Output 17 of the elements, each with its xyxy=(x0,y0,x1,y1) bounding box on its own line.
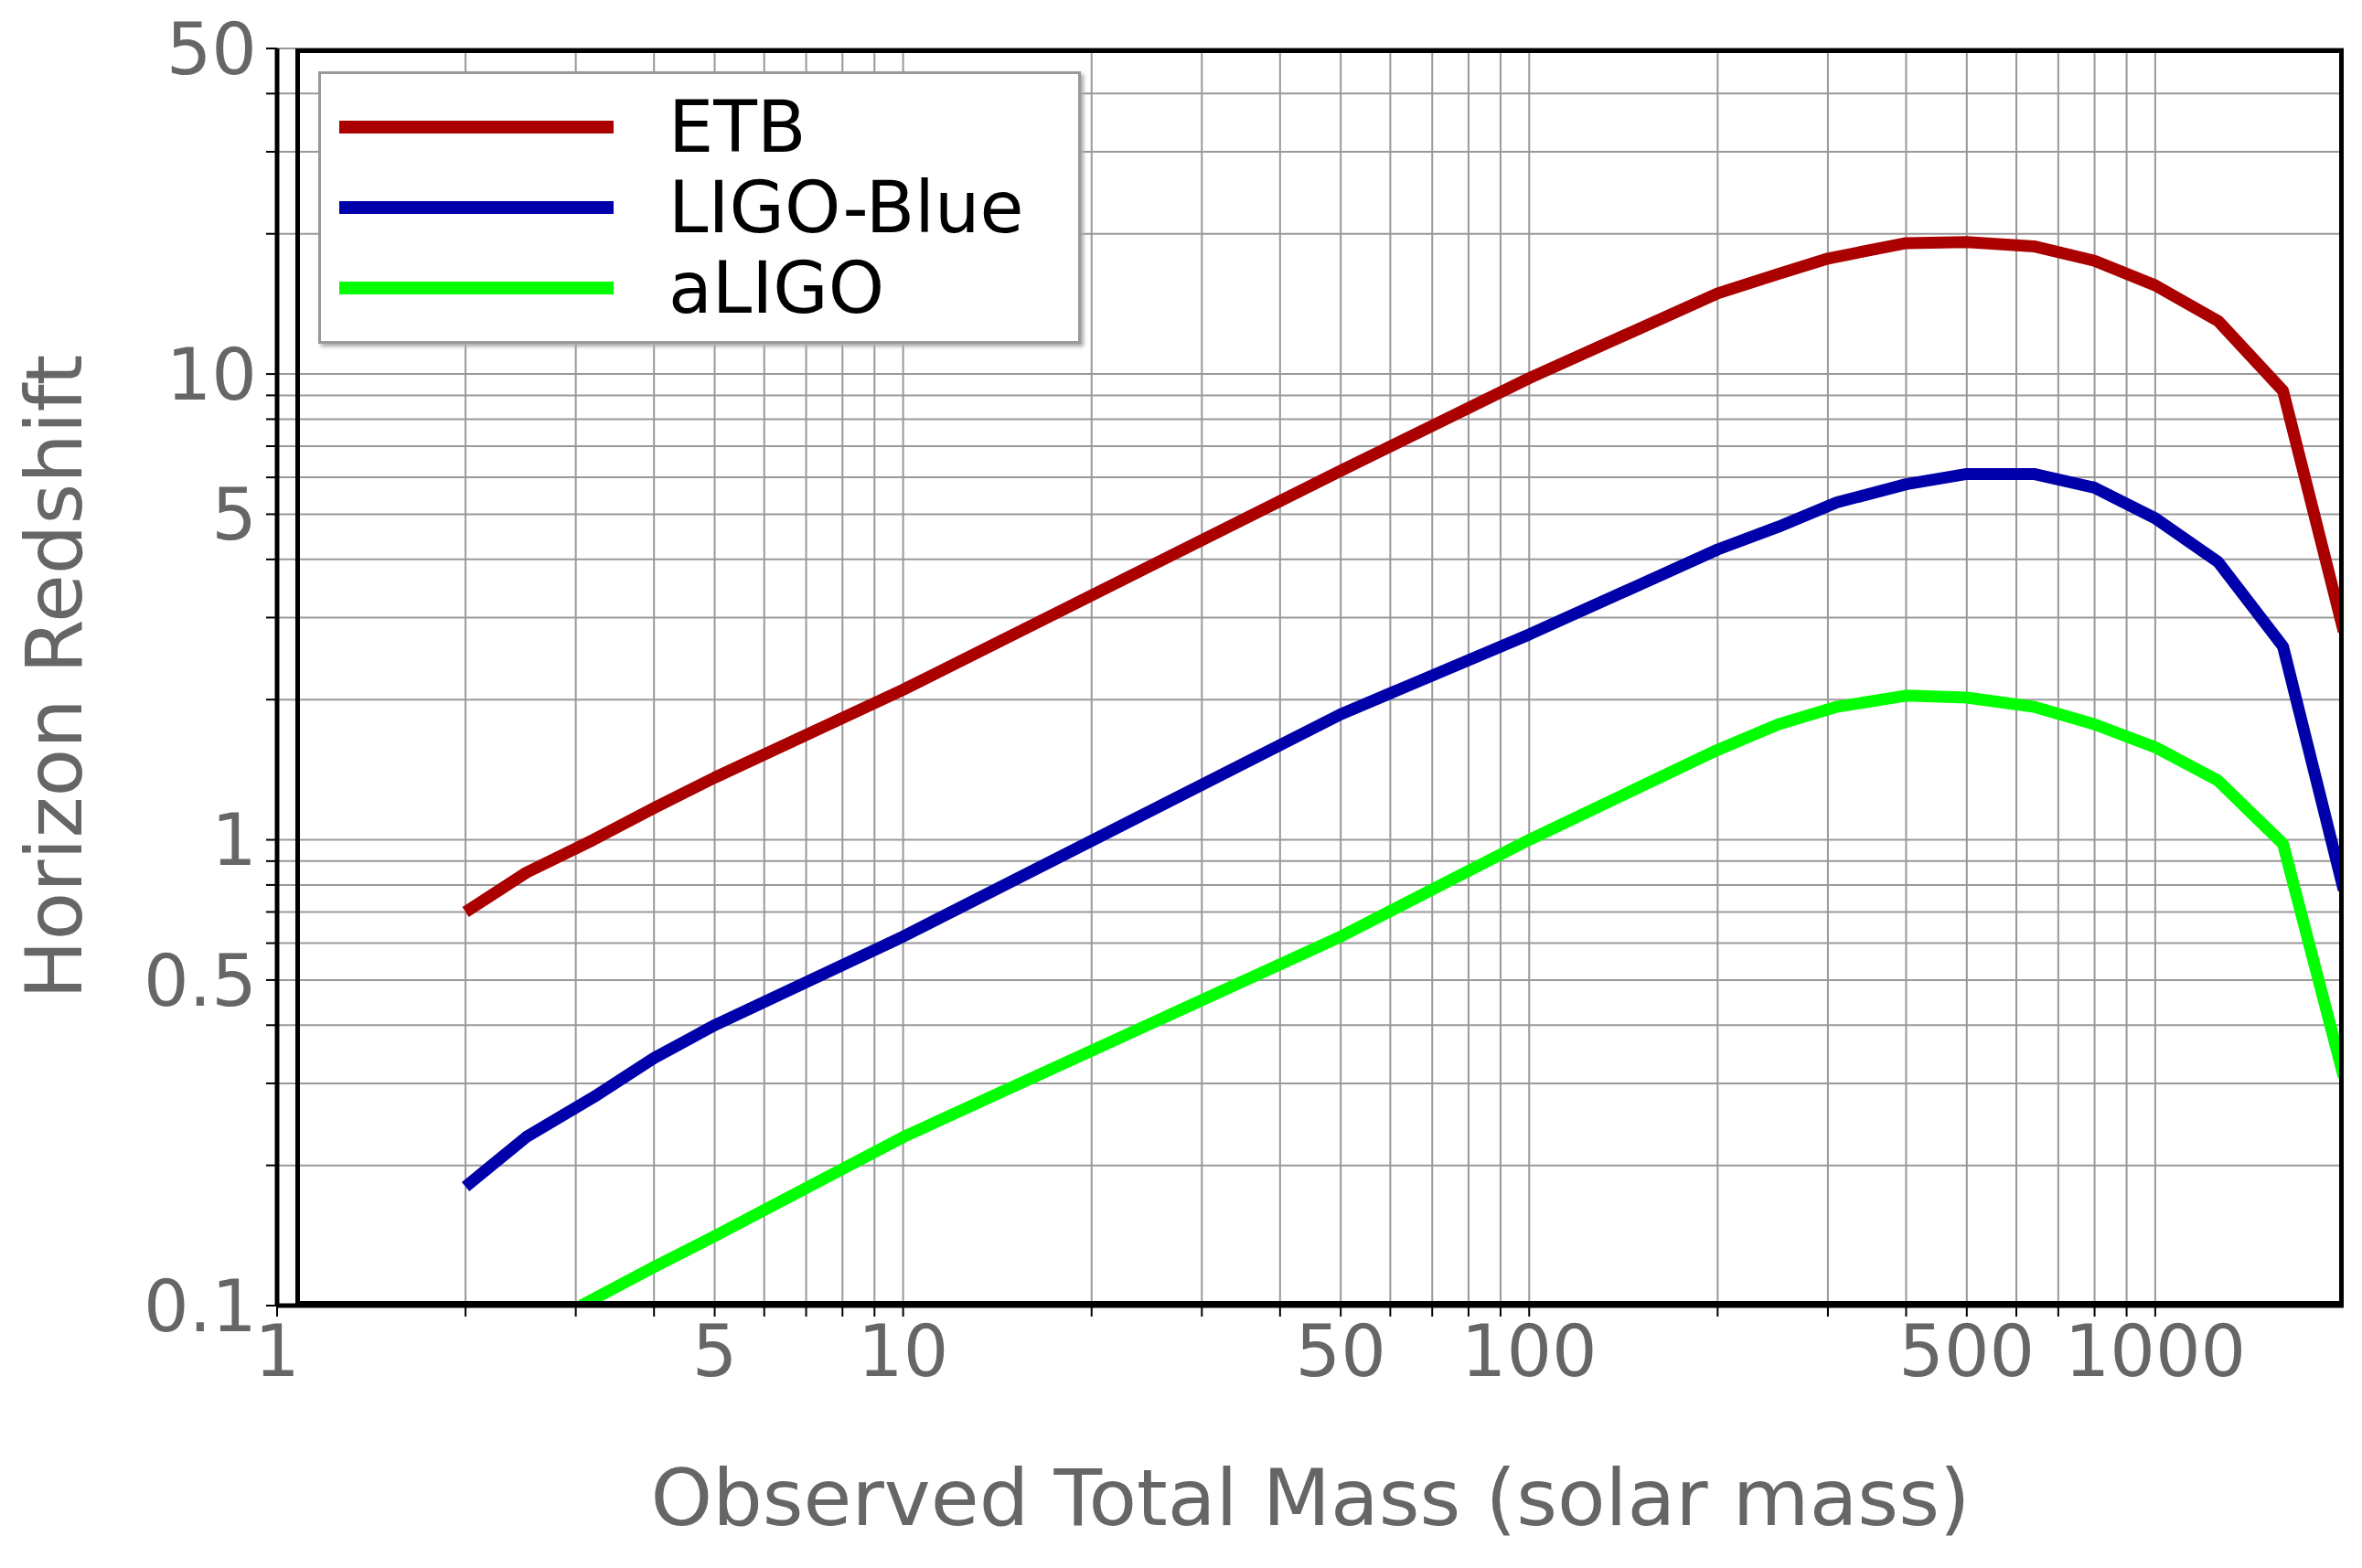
y-tick-label: 50 xyxy=(166,7,257,91)
legend-label: aLIGO xyxy=(668,247,885,329)
y-tick-label: 0.5 xyxy=(143,939,257,1022)
x-tick-label: 1000 xyxy=(2064,1310,2247,1393)
y-axis-title: Horizon Redshift xyxy=(7,354,100,1000)
x-tick-label: 10 xyxy=(858,1310,949,1393)
y-tick-label: 5 xyxy=(211,474,257,557)
y-tick-label: 0.1 xyxy=(143,1264,257,1348)
y-tick-label: 10 xyxy=(166,333,257,416)
x-axis-title: Observed Total Mass (solar mass) xyxy=(650,1452,1971,1543)
x-tick-label: 100 xyxy=(1460,1310,1598,1393)
legend-label: LIGO-Blue xyxy=(668,166,1024,249)
legend-label: ETB xyxy=(668,86,807,168)
x-tick-label: 50 xyxy=(1295,1310,1386,1393)
y-tick-label: 1 xyxy=(211,799,257,882)
x-tick-label: 5 xyxy=(691,1310,738,1393)
x-tick-label: 500 xyxy=(1898,1310,2036,1393)
